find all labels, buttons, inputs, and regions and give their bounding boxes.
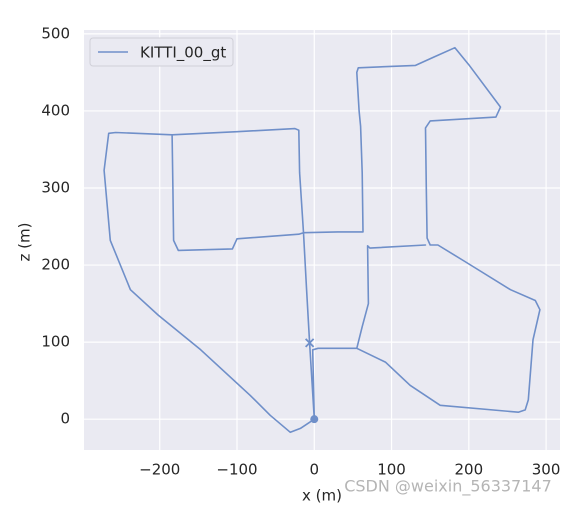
x-tick-label: −200	[139, 461, 180, 479]
y-tick-label: 100	[41, 333, 70, 351]
y-tick-label: 400	[41, 101, 70, 119]
start-marker	[310, 415, 319, 424]
y-tick-label: 500	[41, 24, 70, 42]
y-tick-label: 0	[60, 410, 70, 428]
y-tick-label: 200	[41, 256, 70, 274]
y-tick-label: 300	[41, 178, 70, 196]
watermark: CSDN @weixin_56337147	[344, 477, 552, 497]
end-marker	[304, 338, 315, 348]
x-tick-label: 100	[377, 461, 406, 479]
x-tick-label: 0	[309, 461, 319, 479]
x-tick-label: −100	[216, 461, 257, 479]
trajectory-line	[103, 46, 541, 434]
x-tick-label: 200	[454, 461, 483, 479]
x-tick-label: 300	[532, 461, 561, 479]
plot-area	[84, 30, 560, 450]
legend-box	[89, 37, 234, 67]
x-axis-label: x (m)	[302, 487, 342, 505]
y-axis-label: z (m)	[16, 223, 34, 262]
legend-label: KITTI_00_gt	[140, 44, 226, 63]
